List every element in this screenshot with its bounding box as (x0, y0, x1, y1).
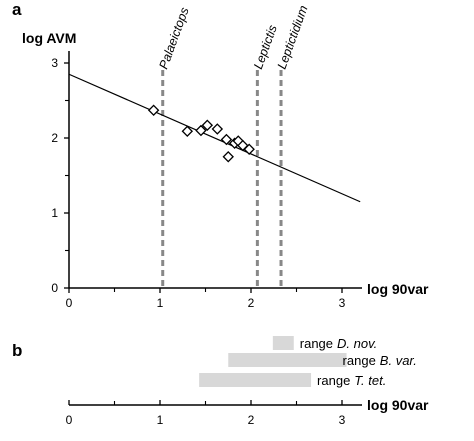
y-tick-label: 3 (51, 56, 58, 70)
x-tick-label: 2 (248, 413, 255, 427)
range-label-species: D. nov. (337, 336, 377, 351)
x-tick-label: 0 (66, 413, 73, 427)
reference-line-label: Palaeictops (156, 6, 191, 72)
range-label-prefix: range (300, 336, 333, 351)
y-tick-label: 1 (51, 206, 58, 220)
y-tick-label: 0 (51, 281, 58, 295)
data-point (211, 123, 224, 135)
data-point (181, 125, 194, 137)
range-bar (199, 373, 312, 387)
range-label-species: B. var. (380, 353, 417, 368)
data-point (222, 151, 234, 163)
range-bar (228, 353, 347, 367)
range-label: range B. var. (343, 353, 417, 368)
range-bar (272, 336, 294, 350)
range-label-prefix: range (343, 353, 376, 368)
panel-b-label: b (12, 341, 22, 360)
data-point (220, 133, 233, 146)
data-point (147, 104, 160, 116)
x-tick-label: 1 (157, 413, 164, 427)
x-tick-label: 3 (339, 296, 346, 310)
range-label-species: T. tet. (354, 373, 386, 388)
data-point (201, 119, 214, 131)
range-label: range D. nov. (300, 336, 377, 351)
panel-a-label: a (12, 0, 22, 19)
y-tick-label: 2 (51, 131, 58, 145)
data-point (195, 124, 207, 137)
range-label: range T. tet. (317, 373, 386, 388)
x-tick-label: 3 (339, 413, 346, 427)
panel-a-x-axis-title: log 90var (367, 281, 429, 297)
x-tick-label: 0 (66, 296, 73, 310)
panel-b-x-axis-title: log 90var (367, 397, 429, 413)
data-point (243, 143, 255, 155)
reference-line-label: Leptictidium (275, 4, 311, 71)
regression-line (68, 73, 361, 203)
panel-a-y-axis-title: log AVM (22, 30, 76, 46)
x-tick-label: 1 (157, 296, 164, 310)
x-tick-label: 2 (248, 296, 255, 310)
range-label-prefix: range (317, 373, 350, 388)
